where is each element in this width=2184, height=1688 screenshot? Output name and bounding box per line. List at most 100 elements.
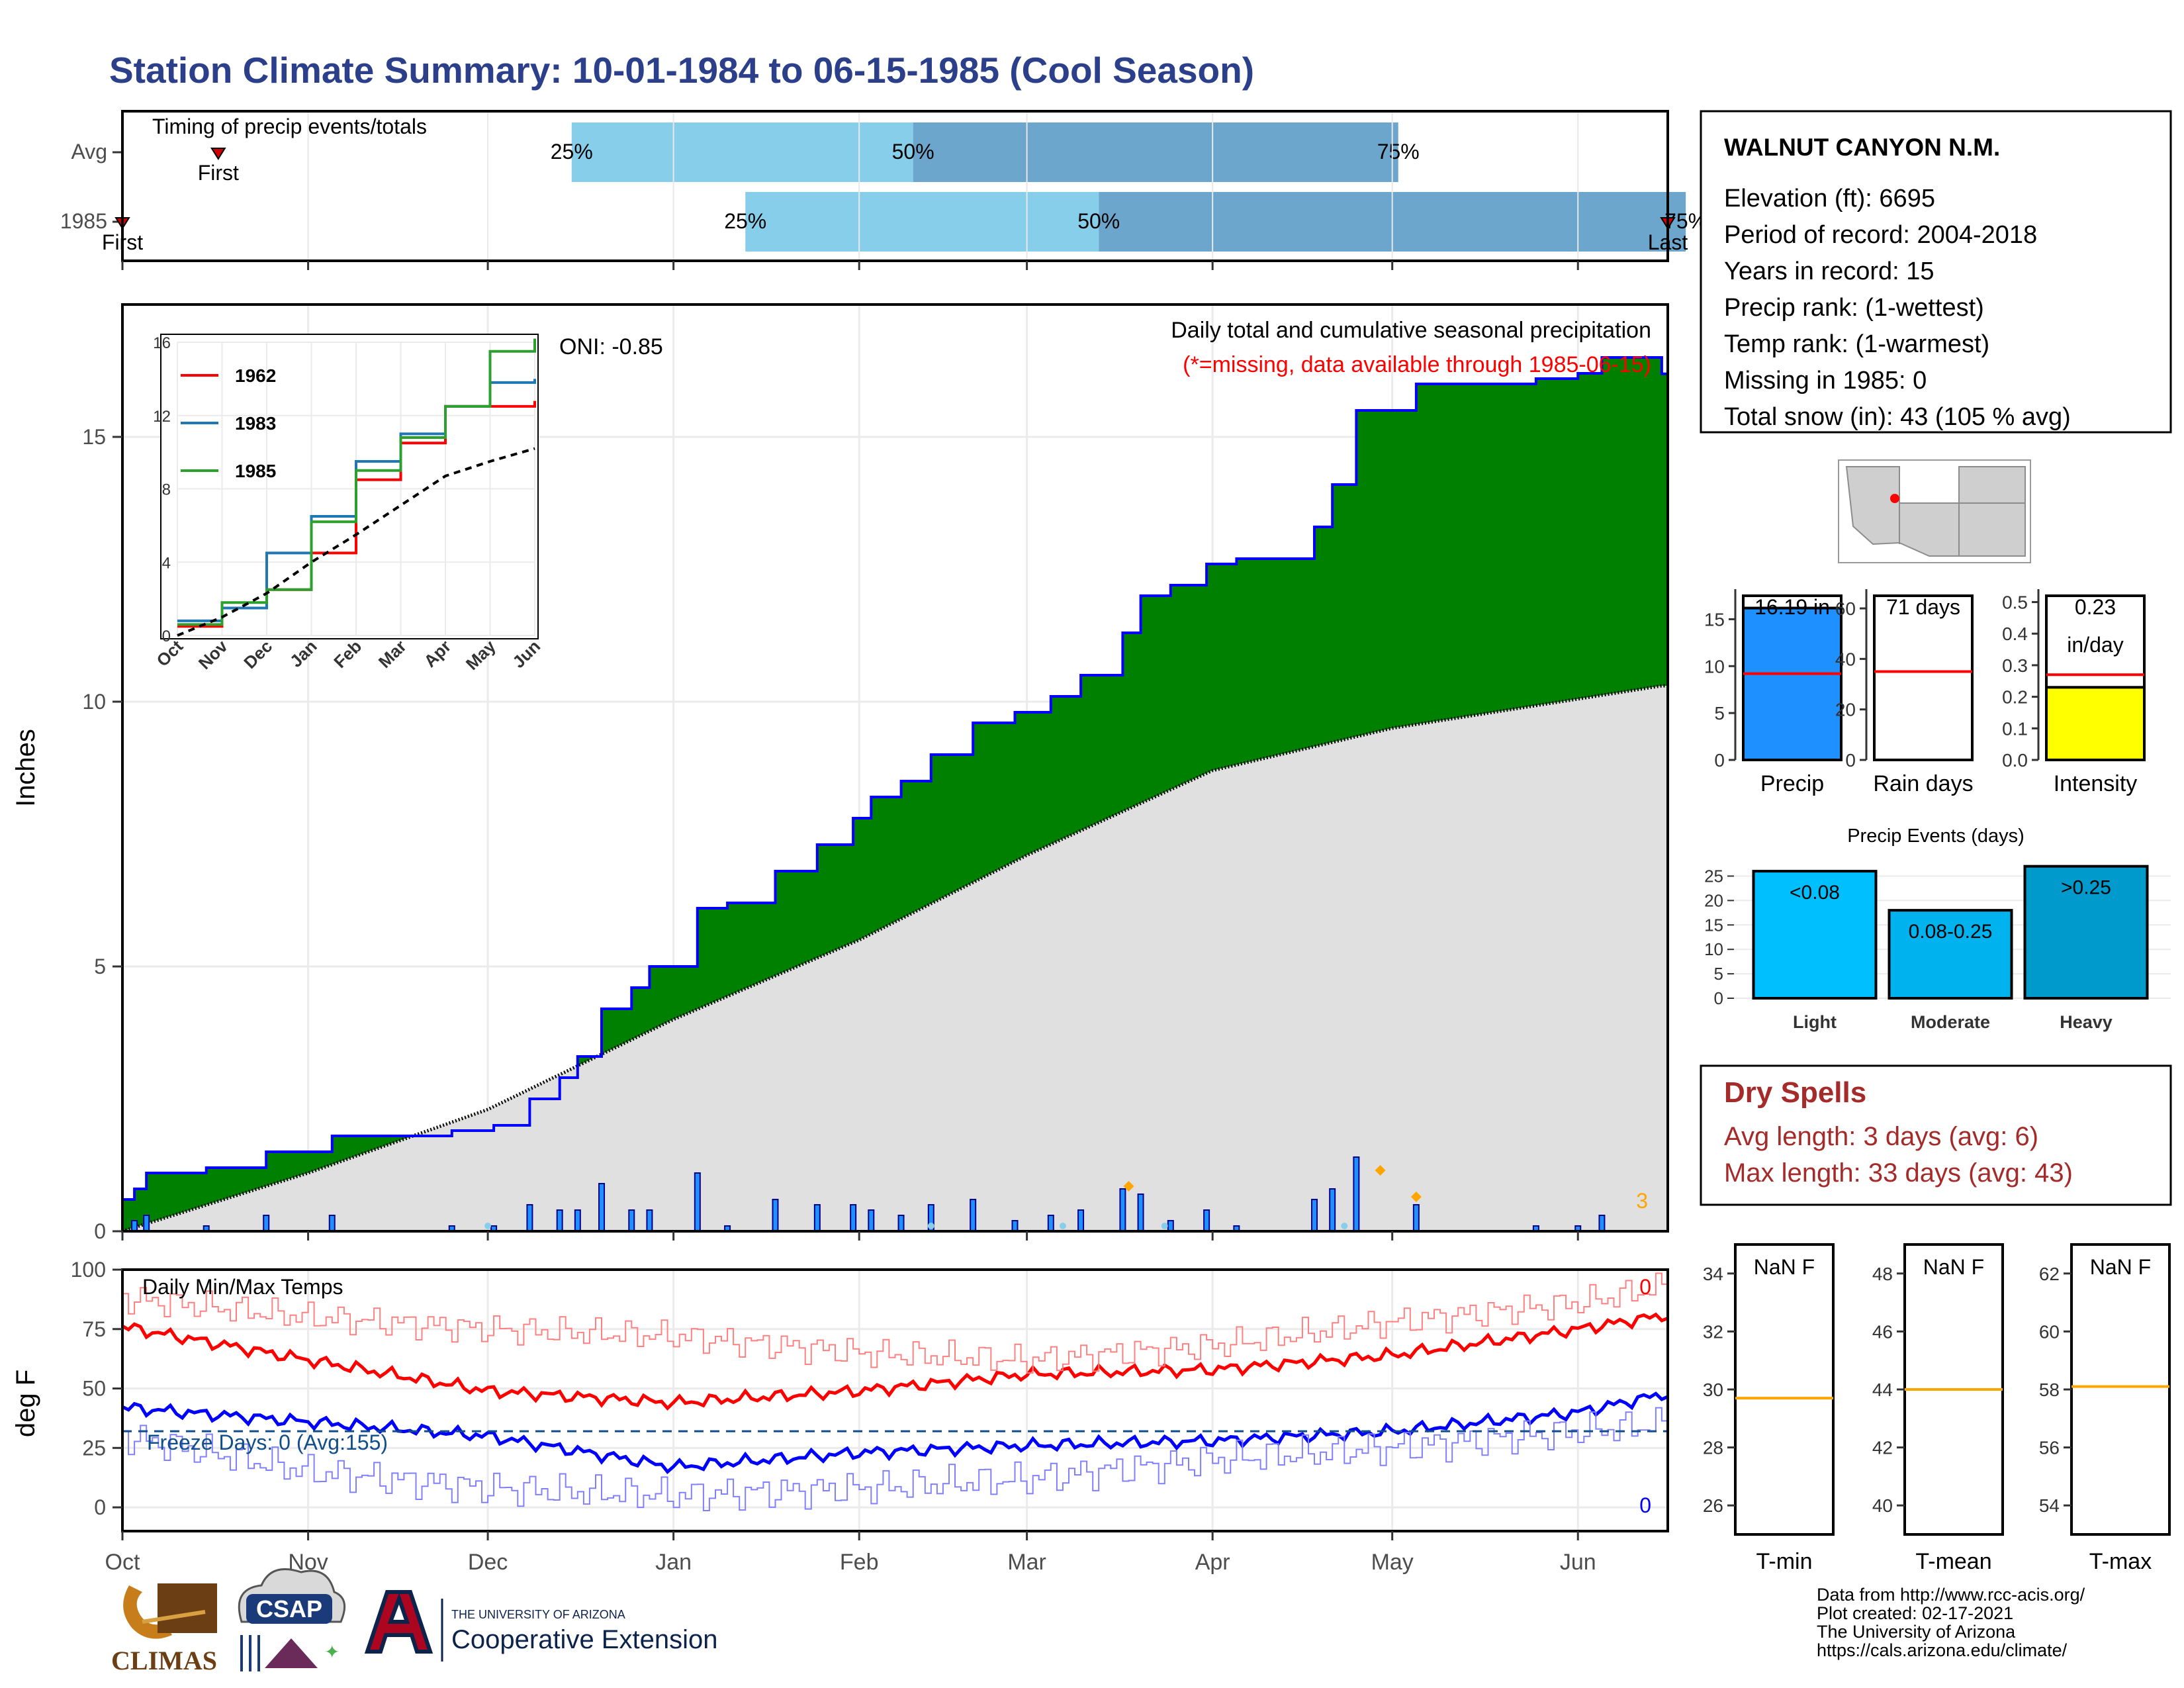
station-info-line: Years in record: 15 xyxy=(1724,258,1934,285)
missing-note: (*=missing, data available through 1985-… xyxy=(1183,352,1651,377)
count-label: 3 xyxy=(1636,1189,1648,1213)
temp-series-line xyxy=(121,1312,1668,1411)
csap-logo: CSAP ✦ xyxy=(238,1568,346,1671)
timing-p75-label: 75% xyxy=(1377,140,1420,164)
summary-tick-label: 0 xyxy=(1714,750,1725,771)
temp-y-ticks: 0 25 50 75 100 xyxy=(71,1258,122,1519)
precip-event-category: Heavy xyxy=(2060,1012,2113,1032)
daily-precip-bar xyxy=(1311,1199,1318,1232)
climas-stripe xyxy=(142,1610,206,1624)
daily-precip-bar xyxy=(813,1204,821,1232)
temp-series-line xyxy=(122,1272,1668,1374)
timing-row-label: Avg xyxy=(71,140,107,164)
inset-legend: 1962 1983 1985 xyxy=(181,365,276,481)
daily-precip-bar xyxy=(628,1209,635,1232)
precip-event-bar xyxy=(1888,909,2013,1000)
temp-box-label: T-max xyxy=(2089,1549,2152,1574)
events-tick-label: 20 xyxy=(1704,890,1723,910)
daily-precip-bar xyxy=(1412,1204,1420,1232)
precip-event-bar-label: 0.08-0.25 xyxy=(1909,921,1993,943)
main-y-tick: 15 xyxy=(82,425,106,449)
precip-events-body: 0 5 10 15 20 25 <0.08 Light 0.08-0.25 Moderate >0.… xyxy=(1704,864,2171,1032)
station-info-line: Elevation (ft): 6695 xyxy=(1724,185,1935,212)
summary-tick-label: 0.5 xyxy=(2002,592,2028,613)
daily-precip-bar xyxy=(772,1199,779,1232)
summary-tick-label: 15 xyxy=(1704,609,1725,630)
summary-tick-label: 10 xyxy=(1704,656,1725,677)
main-y-ticks: 0 5 10 15 xyxy=(82,425,122,1243)
summary-bar-label: Intensity xyxy=(2054,771,2138,796)
inset-background xyxy=(160,334,539,639)
temp-box-tick: 44 xyxy=(1872,1380,1893,1400)
precip-event-bar-label: >0.25 xyxy=(2061,877,2111,899)
temp-box-label: T-mean xyxy=(1915,1549,1991,1574)
station-lines: Elevation (ft): 6695 Period of record: 20… xyxy=(1724,185,2071,431)
summary-tick-label: 0.0 xyxy=(2002,750,2028,771)
summary-tick-label: 0.1 xyxy=(2002,718,2028,739)
location-map xyxy=(1838,459,2031,563)
x-axis-ticks: Oct Nov Dec Jan Feb Mar Apr May Jun xyxy=(105,261,1596,1575)
trace-marker xyxy=(1161,1223,1168,1229)
precip-event-bar-label: <0.08 xyxy=(1790,882,1840,904)
temp-y-tick: 25 xyxy=(82,1436,106,1460)
timing-p25-label: 25% xyxy=(724,209,766,233)
summary-tick-label: 20 xyxy=(1835,700,1856,720)
temp-boxes: 26 28 30 32 34 NaN F T-min 40 42 44 46 48 NaN F T-mea… xyxy=(1703,1243,2171,1574)
ua-extension: Cooperative Extension xyxy=(451,1625,717,1654)
x-tick-label: Jun xyxy=(1560,1550,1596,1575)
trace-marker xyxy=(484,1223,492,1229)
daily-precip-bar xyxy=(1047,1215,1054,1232)
daily-precip-bar xyxy=(970,1199,977,1232)
first-event-marker xyxy=(210,148,226,160)
climas-block xyxy=(158,1583,217,1633)
temp-box-tick: 42 xyxy=(1872,1438,1893,1458)
summary-value-label: 71 days xyxy=(1886,595,1960,619)
station-info-line: Period of record: 2004-2018 xyxy=(1724,221,2037,249)
daily-precip-bar xyxy=(526,1204,533,1232)
summary-tick-label: 0 xyxy=(1845,750,1856,771)
summary-bar xyxy=(1742,606,1843,761)
x-tick-label: Mar xyxy=(1007,1550,1046,1575)
daily-precip-bar xyxy=(1203,1209,1210,1232)
x-tick-label: Apr xyxy=(1195,1550,1230,1575)
dry-spells-box: Dry Spells Avg length: 3 days (avg: 6) M… xyxy=(1700,1064,2172,1206)
timing-bar-lower xyxy=(571,122,913,182)
temp-box-tick: 40 xyxy=(1872,1495,1893,1516)
csap-wordmark: CSAP xyxy=(256,1595,322,1622)
daily-precip-bar xyxy=(263,1215,270,1232)
temp-box-tick: 48 xyxy=(1872,1264,1893,1284)
temp-box-tick: 26 xyxy=(1703,1495,1723,1516)
daily-precip-bar xyxy=(694,1172,701,1232)
temp-box-value: NaN F xyxy=(2090,1255,2151,1279)
daily-precip-bar xyxy=(556,1209,563,1232)
station-location-marker xyxy=(1890,494,1899,503)
footer-credit-line: https://cals.arizona.edu/climate/ xyxy=(1817,1640,2068,1660)
temp-box-tick: 56 xyxy=(2039,1438,2060,1458)
x-tick-label: Dec xyxy=(468,1550,508,1575)
main-y-tick: 5 xyxy=(94,955,106,978)
trace-marker xyxy=(927,1223,934,1229)
summary-tick-label: 60 xyxy=(1835,598,1856,619)
events-tick-label: 0 xyxy=(1714,988,1723,1008)
inset-legend-label: 1962 xyxy=(235,365,276,386)
footer-credit-line: Plot created: 02-17-2021 xyxy=(1817,1603,2013,1623)
timing-bar-lower xyxy=(745,192,1099,252)
oni-label: ONI: -0.85 xyxy=(559,334,663,359)
x-tick-label: Oct xyxy=(105,1550,140,1575)
daily-precip-bar xyxy=(850,1204,857,1232)
daily-precip-bar xyxy=(1137,1194,1144,1232)
summary-bar xyxy=(2045,686,2146,762)
csap-badge xyxy=(246,1594,332,1624)
inset-y-tick: 16 xyxy=(153,334,171,352)
dry-spells-avg: Avg length: 3 days (avg: 6) xyxy=(1724,1122,2038,1151)
inset-y-tick: 4 xyxy=(162,554,171,572)
temp-box-tick: 60 xyxy=(2039,1321,2060,1342)
main-daily-bars xyxy=(131,1156,1606,1232)
temp-box-value: NaN F xyxy=(1754,1255,1815,1279)
precip-event-bar xyxy=(1752,870,1878,1000)
footer-credit-line: Data from http://www.rcc-acis.org/ xyxy=(1817,1585,2085,1605)
summary-tick-label: 0.4 xyxy=(2002,624,2028,644)
main-plot-frame xyxy=(121,303,1669,1233)
timing-bar-upper xyxy=(913,122,1398,182)
precip-event-category: Moderate xyxy=(1911,1012,1990,1032)
